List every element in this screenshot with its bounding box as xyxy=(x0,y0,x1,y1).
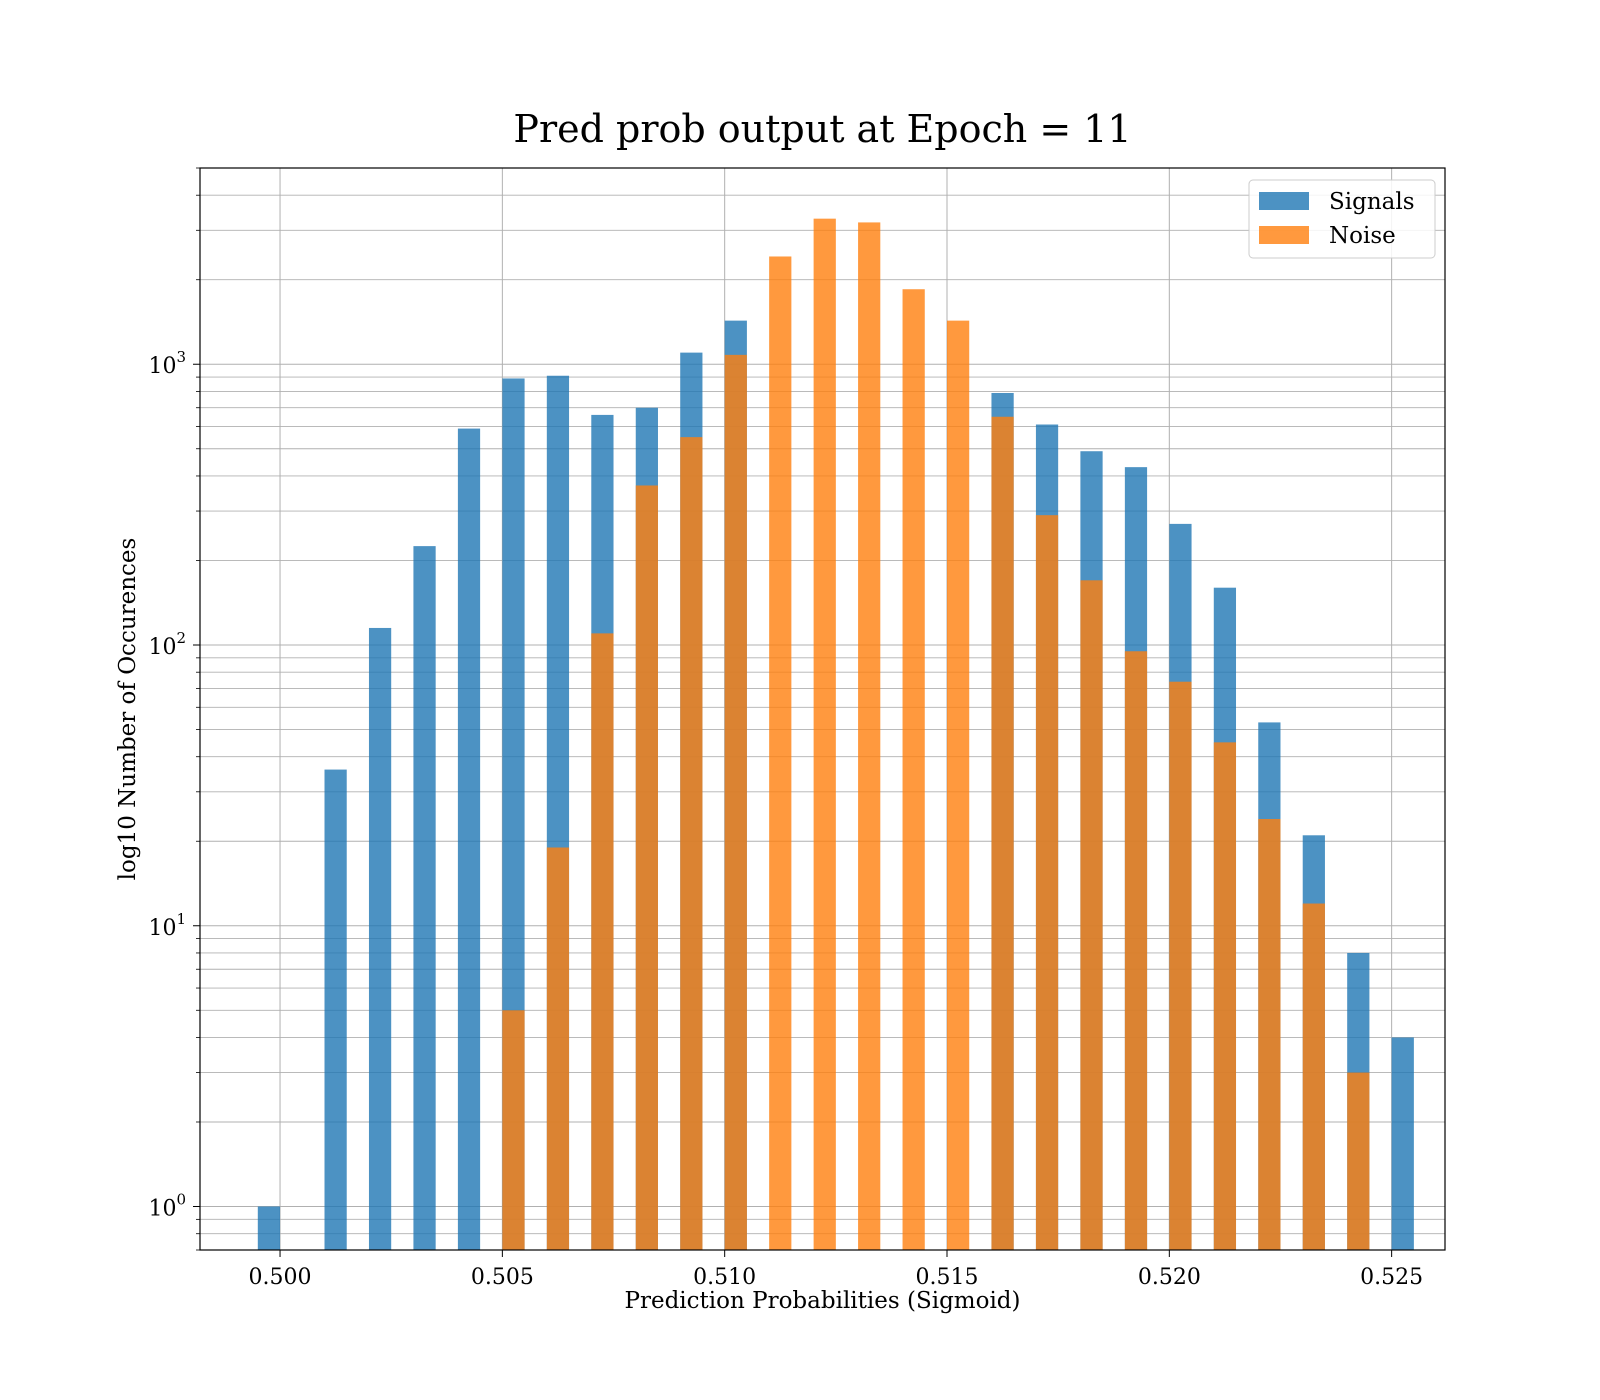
noise-bar xyxy=(546,847,570,1250)
noise-bar xyxy=(1080,580,1103,1250)
noise-bar xyxy=(1258,819,1281,1250)
noise-bar xyxy=(1124,651,1148,1250)
noise-bar xyxy=(1169,681,1192,1250)
legend: Signals Noise xyxy=(1248,179,1436,259)
x-tick-label: 0.520 xyxy=(1138,1265,1201,1290)
plot-frame xyxy=(199,167,1446,1251)
noise-bar xyxy=(902,289,925,1250)
axis-ticks: 0.500 0.505 0.510 0.515 0.520 0.525 100 101 102 1… xyxy=(148,167,1423,1290)
signals-bar xyxy=(257,1206,281,1250)
noise-bar xyxy=(858,222,881,1250)
noise-bar xyxy=(947,320,970,1251)
y-tick-label: 102 xyxy=(148,629,186,660)
noise-legend-label: Noise xyxy=(1329,223,1396,249)
noise-legend-swatch xyxy=(1259,226,1309,244)
x-tick-label: 0.515 xyxy=(916,1265,979,1290)
noise-bar xyxy=(635,485,658,1250)
noise-bar xyxy=(724,354,747,1250)
x-tick-label: 0.525 xyxy=(1360,1265,1423,1290)
noise-bar xyxy=(1347,1072,1370,1250)
noise-bar xyxy=(591,633,614,1250)
signals-bar xyxy=(457,428,481,1250)
x-tick-label: 0.500 xyxy=(249,1265,312,1290)
noise-bar xyxy=(769,256,792,1250)
noise-bar xyxy=(1302,903,1325,1250)
chart-title: Pred prob output at Epoch = 11 xyxy=(513,107,1131,151)
y-tick-label: 103 xyxy=(148,348,186,379)
noise-bar xyxy=(991,416,1014,1251)
histogram-bars xyxy=(257,218,1414,1251)
x-tick-label: 0.510 xyxy=(693,1265,756,1290)
signals-bar xyxy=(324,769,347,1250)
y-tick-label: 100 xyxy=(148,1191,186,1222)
signals-bar xyxy=(1391,1037,1414,1250)
x-tick-label: 0.505 xyxy=(471,1265,534,1290)
x-axis-label: Prediction Probabilities (Sigmoid) xyxy=(625,1288,1021,1314)
noise-bar xyxy=(813,218,836,1251)
noise-bar xyxy=(680,437,703,1250)
noise-bar xyxy=(502,1010,525,1250)
y-axis-label: log10 Number of Occurences xyxy=(115,538,141,881)
signals-legend-label: Signals xyxy=(1329,189,1415,215)
signals-bar xyxy=(368,627,392,1250)
noise-bar xyxy=(1035,515,1059,1250)
signals-bar xyxy=(413,546,436,1250)
y-tick-label: 101 xyxy=(148,910,186,941)
noise-bar xyxy=(1213,742,1237,1250)
signals-legend-swatch xyxy=(1259,192,1309,210)
